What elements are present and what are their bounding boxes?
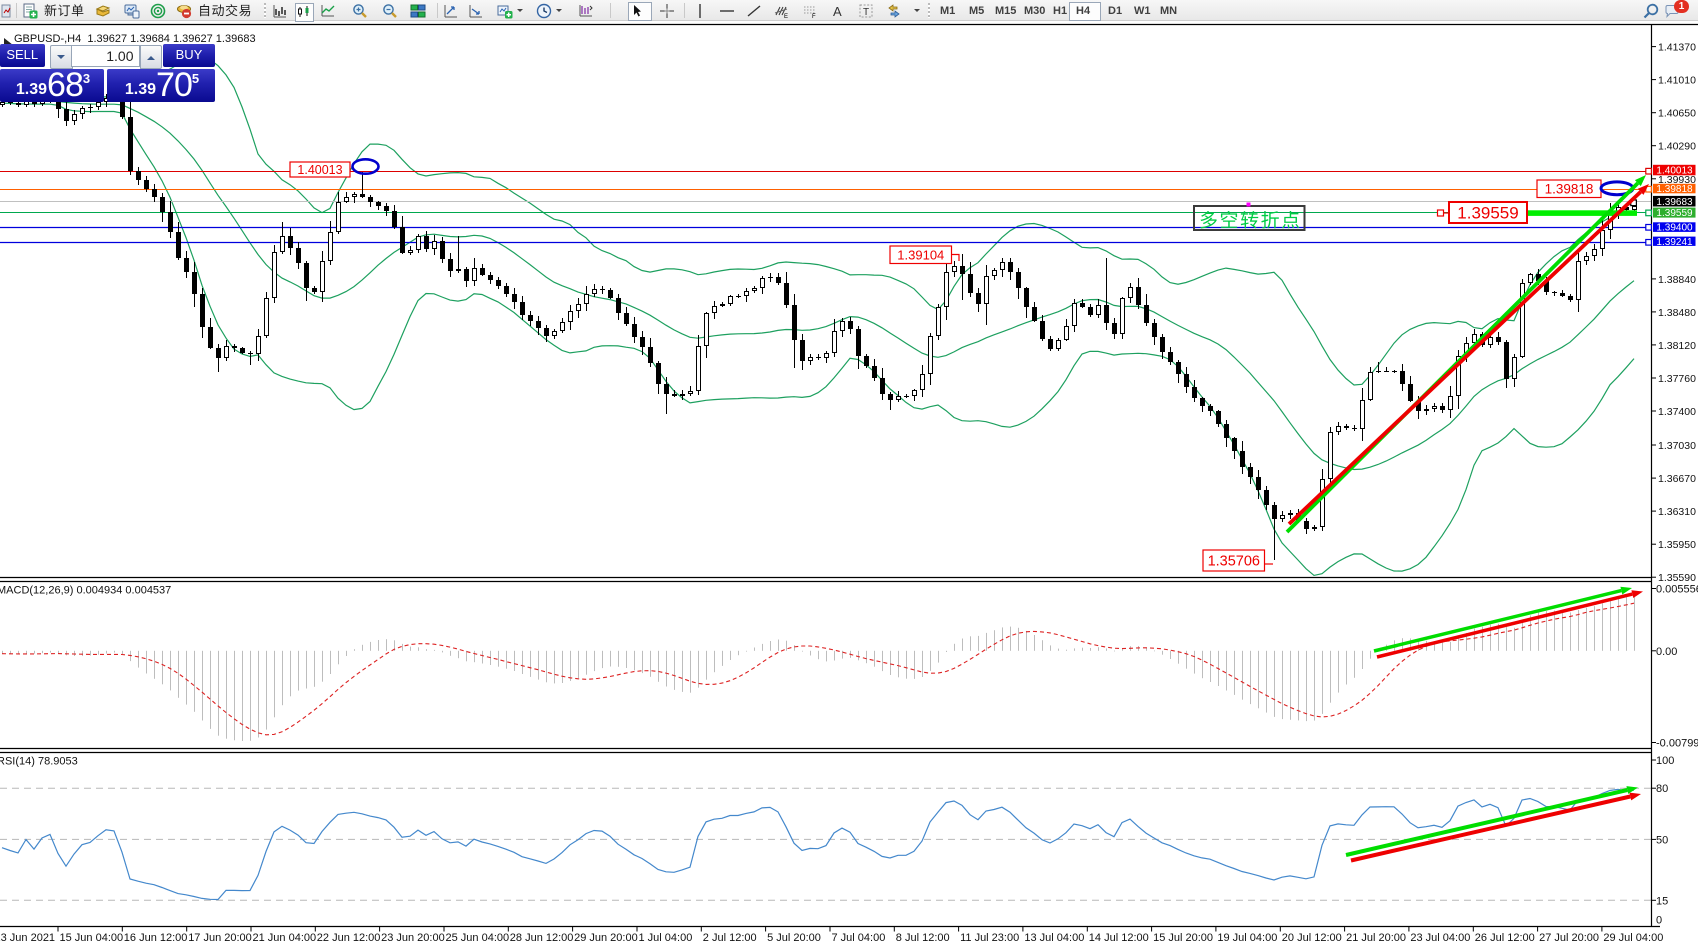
svg-text:1.39241: 1.39241 bbox=[1656, 237, 1693, 248]
svg-text:15: 15 bbox=[1656, 895, 1668, 907]
svg-text:E: E bbox=[784, 14, 788, 19]
svg-text:1.38480: 1.38480 bbox=[1658, 307, 1696, 319]
svg-text:28 Jun 12:00: 28 Jun 12:00 bbox=[510, 932, 574, 944]
svg-text:1.39400: 1.39400 bbox=[1656, 223, 1693, 234]
svg-text:1.36670: 1.36670 bbox=[1658, 473, 1696, 485]
svg-text:1.39818: 1.39818 bbox=[1656, 184, 1693, 195]
svg-text:MACD(12,26,9) 0.004934 0.00453: MACD(12,26,9) 0.004934 0.004537 bbox=[0, 585, 171, 597]
svg-text:1.39818: 1.39818 bbox=[1545, 182, 1594, 197]
svg-text:RSI(14) 78.9053: RSI(14) 78.9053 bbox=[0, 756, 78, 768]
svg-text:1.40290: 1.40290 bbox=[1658, 141, 1696, 153]
svg-text:2 Jul 12:00: 2 Jul 12:00 bbox=[703, 932, 757, 944]
svg-text:7 Jul 04:00: 7 Jul 04:00 bbox=[832, 932, 886, 944]
svg-text:26 Jul 12:00: 26 Jul 12:00 bbox=[1475, 932, 1535, 944]
svg-text:19 Jul 04:00: 19 Jul 04:00 bbox=[1217, 932, 1277, 944]
svg-text:1.35706: 1.35706 bbox=[1208, 554, 1260, 570]
svg-text:1.37400: 1.37400 bbox=[1658, 406, 1696, 418]
svg-text:29 Jun 20:00: 29 Jun 20:00 bbox=[574, 932, 638, 944]
svg-text:1.40650: 1.40650 bbox=[1658, 108, 1696, 120]
svg-text:100: 100 bbox=[1656, 755, 1674, 767]
svg-text:1.37760: 1.37760 bbox=[1658, 373, 1696, 385]
svg-text:T: T bbox=[863, 7, 869, 18]
svg-text:1 Jul 04:00: 1 Jul 04:00 bbox=[639, 932, 693, 944]
svg-text:27 Jul 20:00: 27 Jul 20:00 bbox=[1539, 932, 1599, 944]
svg-text:23 Jun 20:00: 23 Jun 20:00 bbox=[381, 932, 445, 944]
svg-text:1.35950: 1.35950 bbox=[1658, 539, 1696, 551]
svg-text:15 Jun 04:00: 15 Jun 04:00 bbox=[60, 932, 124, 944]
svg-text:20 Jul 12:00: 20 Jul 12:00 bbox=[1282, 932, 1342, 944]
svg-text:1.35590: 1.35590 bbox=[1658, 572, 1696, 584]
svg-text:1.41370: 1.41370 bbox=[1658, 42, 1696, 54]
svg-text:15 Jul 20:00: 15 Jul 20:00 bbox=[1153, 932, 1213, 944]
svg-text:F: F bbox=[812, 14, 816, 19]
svg-text:22 Jun 12:00: 22 Jun 12:00 bbox=[317, 932, 381, 944]
svg-text:1.40013: 1.40013 bbox=[297, 163, 342, 177]
svg-text:1.39104: 1.39104 bbox=[897, 247, 944, 262]
svg-text:0: 0 bbox=[1656, 915, 1662, 927]
svg-text:25 Jun 04:00: 25 Jun 04:00 bbox=[446, 932, 510, 944]
svg-text:1.39559: 1.39559 bbox=[1457, 204, 1518, 223]
svg-text:16 Jun 12:00: 16 Jun 12:00 bbox=[124, 932, 188, 944]
svg-text:1.37030: 1.37030 bbox=[1658, 440, 1696, 452]
svg-text:1.38840: 1.38840 bbox=[1658, 274, 1696, 286]
svg-text:-0.00799: -0.00799 bbox=[1656, 738, 1698, 750]
svg-text:11 Jul 23:00: 11 Jul 23:00 bbox=[960, 932, 1019, 944]
svg-text:0.005556: 0.005556 bbox=[1656, 584, 1698, 596]
svg-text:13 Jun 2021: 13 Jun 2021 bbox=[0, 932, 55, 944]
svg-text:1.39559: 1.39559 bbox=[1656, 208, 1693, 219]
svg-text:1.40013: 1.40013 bbox=[1656, 166, 1693, 177]
svg-text:1.41010: 1.41010 bbox=[1658, 75, 1696, 87]
svg-text:80: 80 bbox=[1656, 783, 1668, 795]
svg-text:1.39683: 1.39683 bbox=[1656, 197, 1693, 208]
svg-text:29 Jul 04:00: 29 Jul 04:00 bbox=[1603, 932, 1663, 944]
svg-text:1.38120: 1.38120 bbox=[1658, 340, 1696, 352]
svg-text:1.36310: 1.36310 bbox=[1658, 506, 1696, 518]
svg-text:23 Jul 04:00: 23 Jul 04:00 bbox=[1410, 932, 1470, 944]
svg-text:1.39930: 1.39930 bbox=[1658, 174, 1696, 186]
svg-text:14 Jul 12:00: 14 Jul 12:00 bbox=[1089, 932, 1149, 944]
svg-text:21 Jun 04:00: 21 Jun 04:00 bbox=[253, 932, 317, 944]
svg-text:5 Jul 20:00: 5 Jul 20:00 bbox=[767, 932, 821, 944]
svg-text:8 Jul 12:00: 8 Jul 12:00 bbox=[896, 932, 950, 944]
svg-text:50: 50 bbox=[1656, 834, 1668, 846]
svg-text:13 Jul 04:00: 13 Jul 04:00 bbox=[1024, 932, 1084, 944]
svg-text:21 Jul 20:00: 21 Jul 20:00 bbox=[1346, 932, 1406, 944]
svg-text:0.00: 0.00 bbox=[1656, 646, 1677, 658]
svg-text:17 Jun 20:00: 17 Jun 20:00 bbox=[188, 932, 252, 944]
